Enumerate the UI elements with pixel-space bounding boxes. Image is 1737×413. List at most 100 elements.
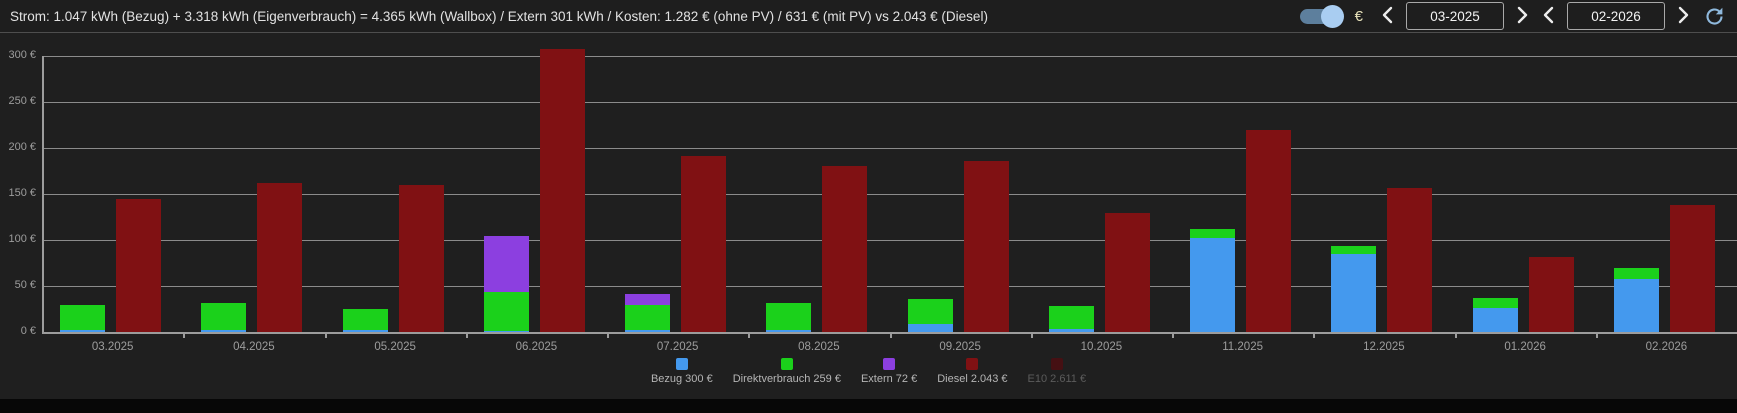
bar-segment-diesel: [1387, 188, 1433, 332]
bar-segment-direktverbrauch: [1190, 228, 1235, 239]
legend-item-direktverbrauch[interactable]: Direktverbrauch 259 €: [733, 358, 841, 385]
bar-segment-bezug: [60, 330, 105, 332]
x-axis-tick: [889, 332, 892, 338]
y-axis-line: [42, 56, 44, 332]
bar-segment-direktverbrauch: [1331, 246, 1377, 254]
legend-swatch-icon: [883, 358, 896, 370]
legend-item-bezug[interactable]: Bezug 300 €: [651, 358, 713, 385]
bar-segment-bezug: [766, 330, 812, 332]
x-axis-tick: [183, 332, 186, 338]
x-axis-label: 02.2026: [1645, 341, 1688, 353]
gridline: [42, 56, 1737, 57]
bar-segment-bezug: [1048, 329, 1094, 332]
legend-label: Diesel 2.043 €: [937, 373, 1008, 385]
x-axis-tick: [748, 332, 751, 338]
bar-segment-direktverbrauch: [625, 305, 670, 331]
bar-segment-bezug: [342, 330, 388, 332]
x-axis-label: 03.2025: [91, 341, 134, 353]
x-axis-label: 10.2025: [1080, 341, 1123, 353]
range-end-input[interactable]: [1567, 2, 1665, 30]
legend-item-extern[interactable]: Extern 72 €: [861, 358, 917, 385]
x-axis-tick: [607, 332, 609, 338]
chevron-right-icon: [1678, 6, 1689, 27]
bar-segment-direktverbrauch: [1472, 297, 1518, 309]
currency-symbol-label: €: [1354, 7, 1363, 25]
y-axis-label: 0 €: [20, 325, 36, 337]
bar-segment-bezug: [1613, 278, 1659, 332]
legend-item-e10[interactable]: E10 2.611 €: [1027, 358, 1087, 385]
bar-segment-direktverbrauch: [201, 303, 247, 331]
legend-swatch-icon: [966, 358, 979, 370]
x-axis-label: 09.2025: [939, 341, 981, 353]
x-axis-tick: [1595, 332, 1598, 338]
bar-segment-direktverbrauch: [907, 298, 953, 324]
bar-segment-diesel: [822, 166, 868, 332]
y-axis-label: 50 €: [14, 279, 36, 291]
gridline: [42, 194, 1737, 195]
header-controls: €: [1299, 2, 1737, 30]
bar-segment-diesel: [539, 48, 585, 332]
bar-segment-diesel: [1669, 205, 1715, 332]
bar-segment-diesel: [1246, 129, 1291, 332]
toggle-knob-icon: [1320, 4, 1344, 28]
currency-toggle[interactable]: [1299, 4, 1344, 28]
range-end-prev-button[interactable]: [1541, 6, 1556, 27]
summary-title: Strom: 1.047 kWh (Bezug) + 3.318 kWh (Ei…: [10, 8, 988, 24]
legend-label: E10 2.611 €: [1027, 373, 1087, 385]
bar-segment-diesel: [116, 198, 161, 332]
bar-segment-diesel: [398, 184, 444, 332]
bar-segment-bezug: [201, 330, 247, 332]
x-axis-tick: [324, 332, 327, 338]
legend-swatch-icon: [675, 358, 688, 370]
bar-segment-bezug: [907, 323, 953, 332]
legend-swatch-icon: [780, 358, 793, 370]
legend-label: Bezug 300 €: [650, 373, 713, 385]
bar-segment-bezug: [1472, 308, 1518, 332]
x-axis-tick: [1172, 332, 1174, 338]
gridline: [42, 102, 1737, 103]
y-axis-label: 100 €: [8, 233, 36, 245]
bar-segment-diesel: [257, 182, 303, 332]
refresh-icon[interactable]: [1704, 6, 1725, 27]
bottom-strip: [0, 399, 1737, 413]
x-axis-label: 08.2025: [798, 341, 840, 353]
bar-segment-bezug: [1331, 253, 1377, 332]
cost-bar-chart: 0 € 50 € 100 € 150 € 200 € 250 € 300 € 03.2025 0…: [0, 34, 1737, 364]
x-axis-label: 06.2025: [515, 341, 558, 353]
range-end-next-button[interactable]: [1676, 6, 1691, 27]
bar-segment-direktverbrauch: [1613, 267, 1659, 279]
x-axis-tick: [465, 332, 468, 338]
bar-segment-bezug: [483, 331, 529, 332]
x-axis-label: 04.2025: [233, 341, 275, 353]
y-axis-label: 150 €: [8, 187, 36, 199]
legend-swatch-icon: [1050, 358, 1063, 370]
chart-legend: Bezug 300 € Direktverbrauch 259 € Extern 7…: [0, 358, 1737, 385]
x-axis-label: 11.2025: [1222, 341, 1263, 353]
bar-segment-diesel: [1104, 213, 1150, 332]
y-axis-label: 300 €: [8, 49, 36, 61]
x-axis-label: 01.2026: [1504, 341, 1546, 353]
chevron-left-icon: [1543, 6, 1554, 27]
legend-label: Extern 72 €: [860, 373, 918, 385]
bar-segment-direktverbrauch: [483, 291, 529, 332]
x-axis-tick: [1454, 332, 1457, 338]
legend-label: Direktverbrauch 259 €: [732, 373, 841, 385]
chevron-left-icon: [1382, 6, 1393, 27]
x-axis-label: 12.2025: [1363, 341, 1405, 353]
chevron-right-icon: [1517, 6, 1528, 27]
bar-segment-extern: [483, 236, 529, 292]
bar-segment-bezug: [1190, 238, 1235, 332]
bar-segment-diesel: [963, 160, 1009, 332]
gridline: [42, 286, 1737, 287]
range-start-input[interactable]: [1406, 2, 1504, 30]
bar-segment-direktverbrauch: [766, 303, 812, 331]
range-start-prev-button[interactable]: [1380, 6, 1395, 27]
legend-item-diesel[interactable]: Diesel 2.043 €: [937, 358, 1008, 385]
gridline: [42, 148, 1737, 149]
range-start-next-button[interactable]: [1515, 6, 1530, 27]
bar-segment-diesel: [1528, 257, 1574, 332]
header-bar: Strom: 1.047 kWh (Bezug) + 3.318 kWh (Ei…: [0, 0, 1737, 33]
bar-segment-direktverbrauch: [60, 305, 105, 331]
bar-segment-extern: [625, 294, 670, 306]
